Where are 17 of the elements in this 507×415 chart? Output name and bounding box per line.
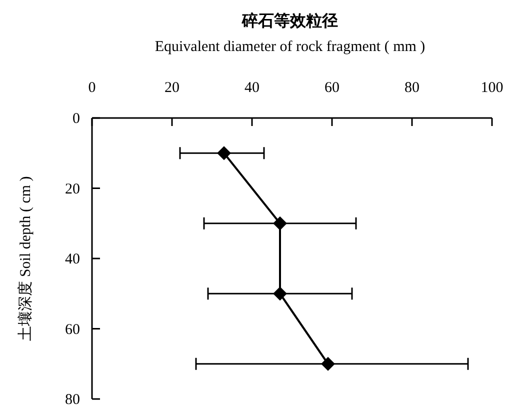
- x-axis-title: 碎石等效粒径 Equivalent diameter of rock fragment ( mm ): [154, 12, 426, 55]
- x-tick-label: 0: [88, 80, 96, 96]
- x-tick-label: 40: [244, 80, 260, 96]
- x-tick-label: 20: [164, 80, 180, 96]
- y-tick-label: 40: [65, 252, 80, 268]
- x-tick-label: 60: [324, 80, 340, 96]
- y-tick-label: 80: [65, 392, 80, 408]
- point: [273, 286, 287, 301]
- y-tick-label: 60: [65, 322, 80, 338]
- x-tick-label: 80: [404, 80, 420, 96]
- x-tick-label: 100: [480, 80, 504, 96]
- point: [321, 356, 335, 371]
- y-axis-title: 土壤深度 Soil depth ( cm ): [17, 176, 34, 341]
- point: [217, 146, 231, 160]
- y-tick-label: 20: [65, 181, 80, 198]
- y-tick-label: 0: [72, 111, 80, 127]
- point: [273, 216, 287, 230]
